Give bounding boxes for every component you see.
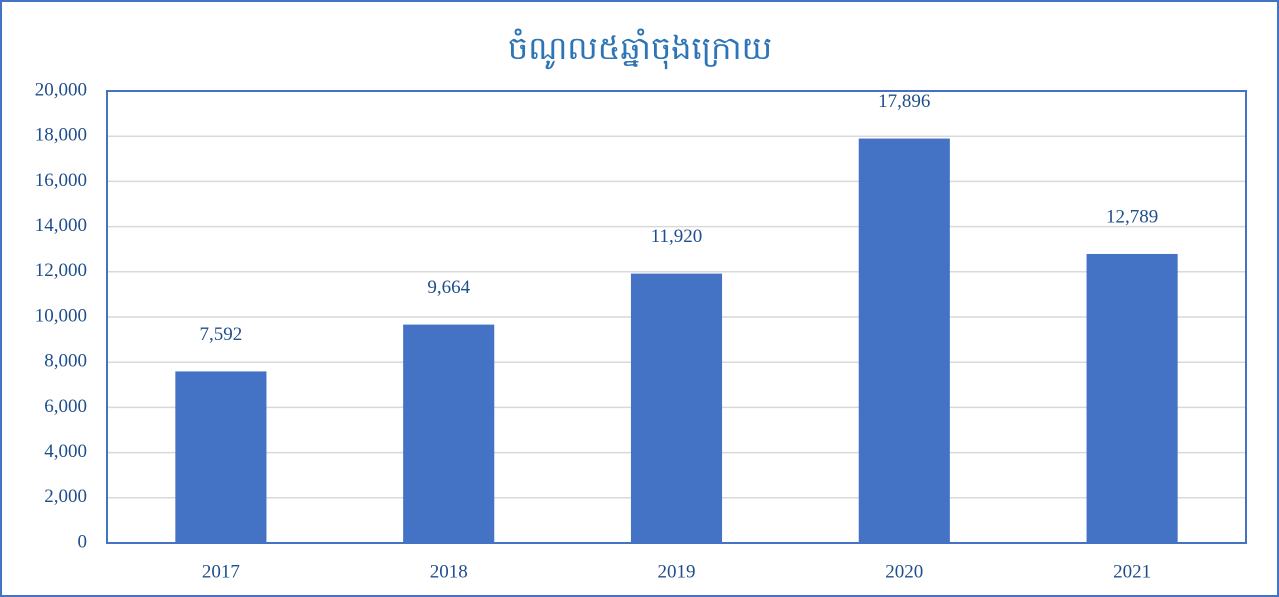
y-tick-label: 10,000: [35, 305, 87, 326]
x-tick-label: 2018: [430, 561, 468, 582]
data-label: 17,896: [878, 91, 930, 112]
x-tick-label: 2020: [885, 561, 923, 582]
data-label: 12,789: [1106, 206, 1158, 227]
data-label: 9,664: [427, 277, 470, 298]
bar: [630, 273, 723, 543]
y-tick-label: 20,000: [35, 79, 87, 100]
chart-title: ចំណូល៥ឆ្នាំចុងក្រោយ: [508, 28, 772, 70]
x-tick-label: 2021: [1113, 561, 1151, 582]
y-tick-label: 16,000: [35, 170, 87, 191]
y-tick-label: 12,000: [35, 260, 87, 281]
data-label: 11,920: [651, 226, 703, 247]
bar: [175, 371, 267, 543]
y-tick-label: 14,000: [35, 215, 87, 236]
y-tick-label: 0: [78, 531, 88, 552]
bar: [403, 324, 495, 543]
x-tick-label: 2019: [658, 561, 696, 582]
y-tick-label: 4,000: [44, 441, 87, 462]
y-tick-label: 2,000: [44, 486, 87, 507]
bar: [858, 138, 950, 543]
x-tick-label: 2017: [202, 561, 240, 582]
y-tick-label: 8,000: [44, 351, 87, 372]
bar: [1086, 253, 1178, 543]
y-tick-label: 18,000: [35, 125, 87, 146]
y-tick-label: 6,000: [44, 396, 87, 417]
data-label: 7,592: [200, 324, 243, 345]
